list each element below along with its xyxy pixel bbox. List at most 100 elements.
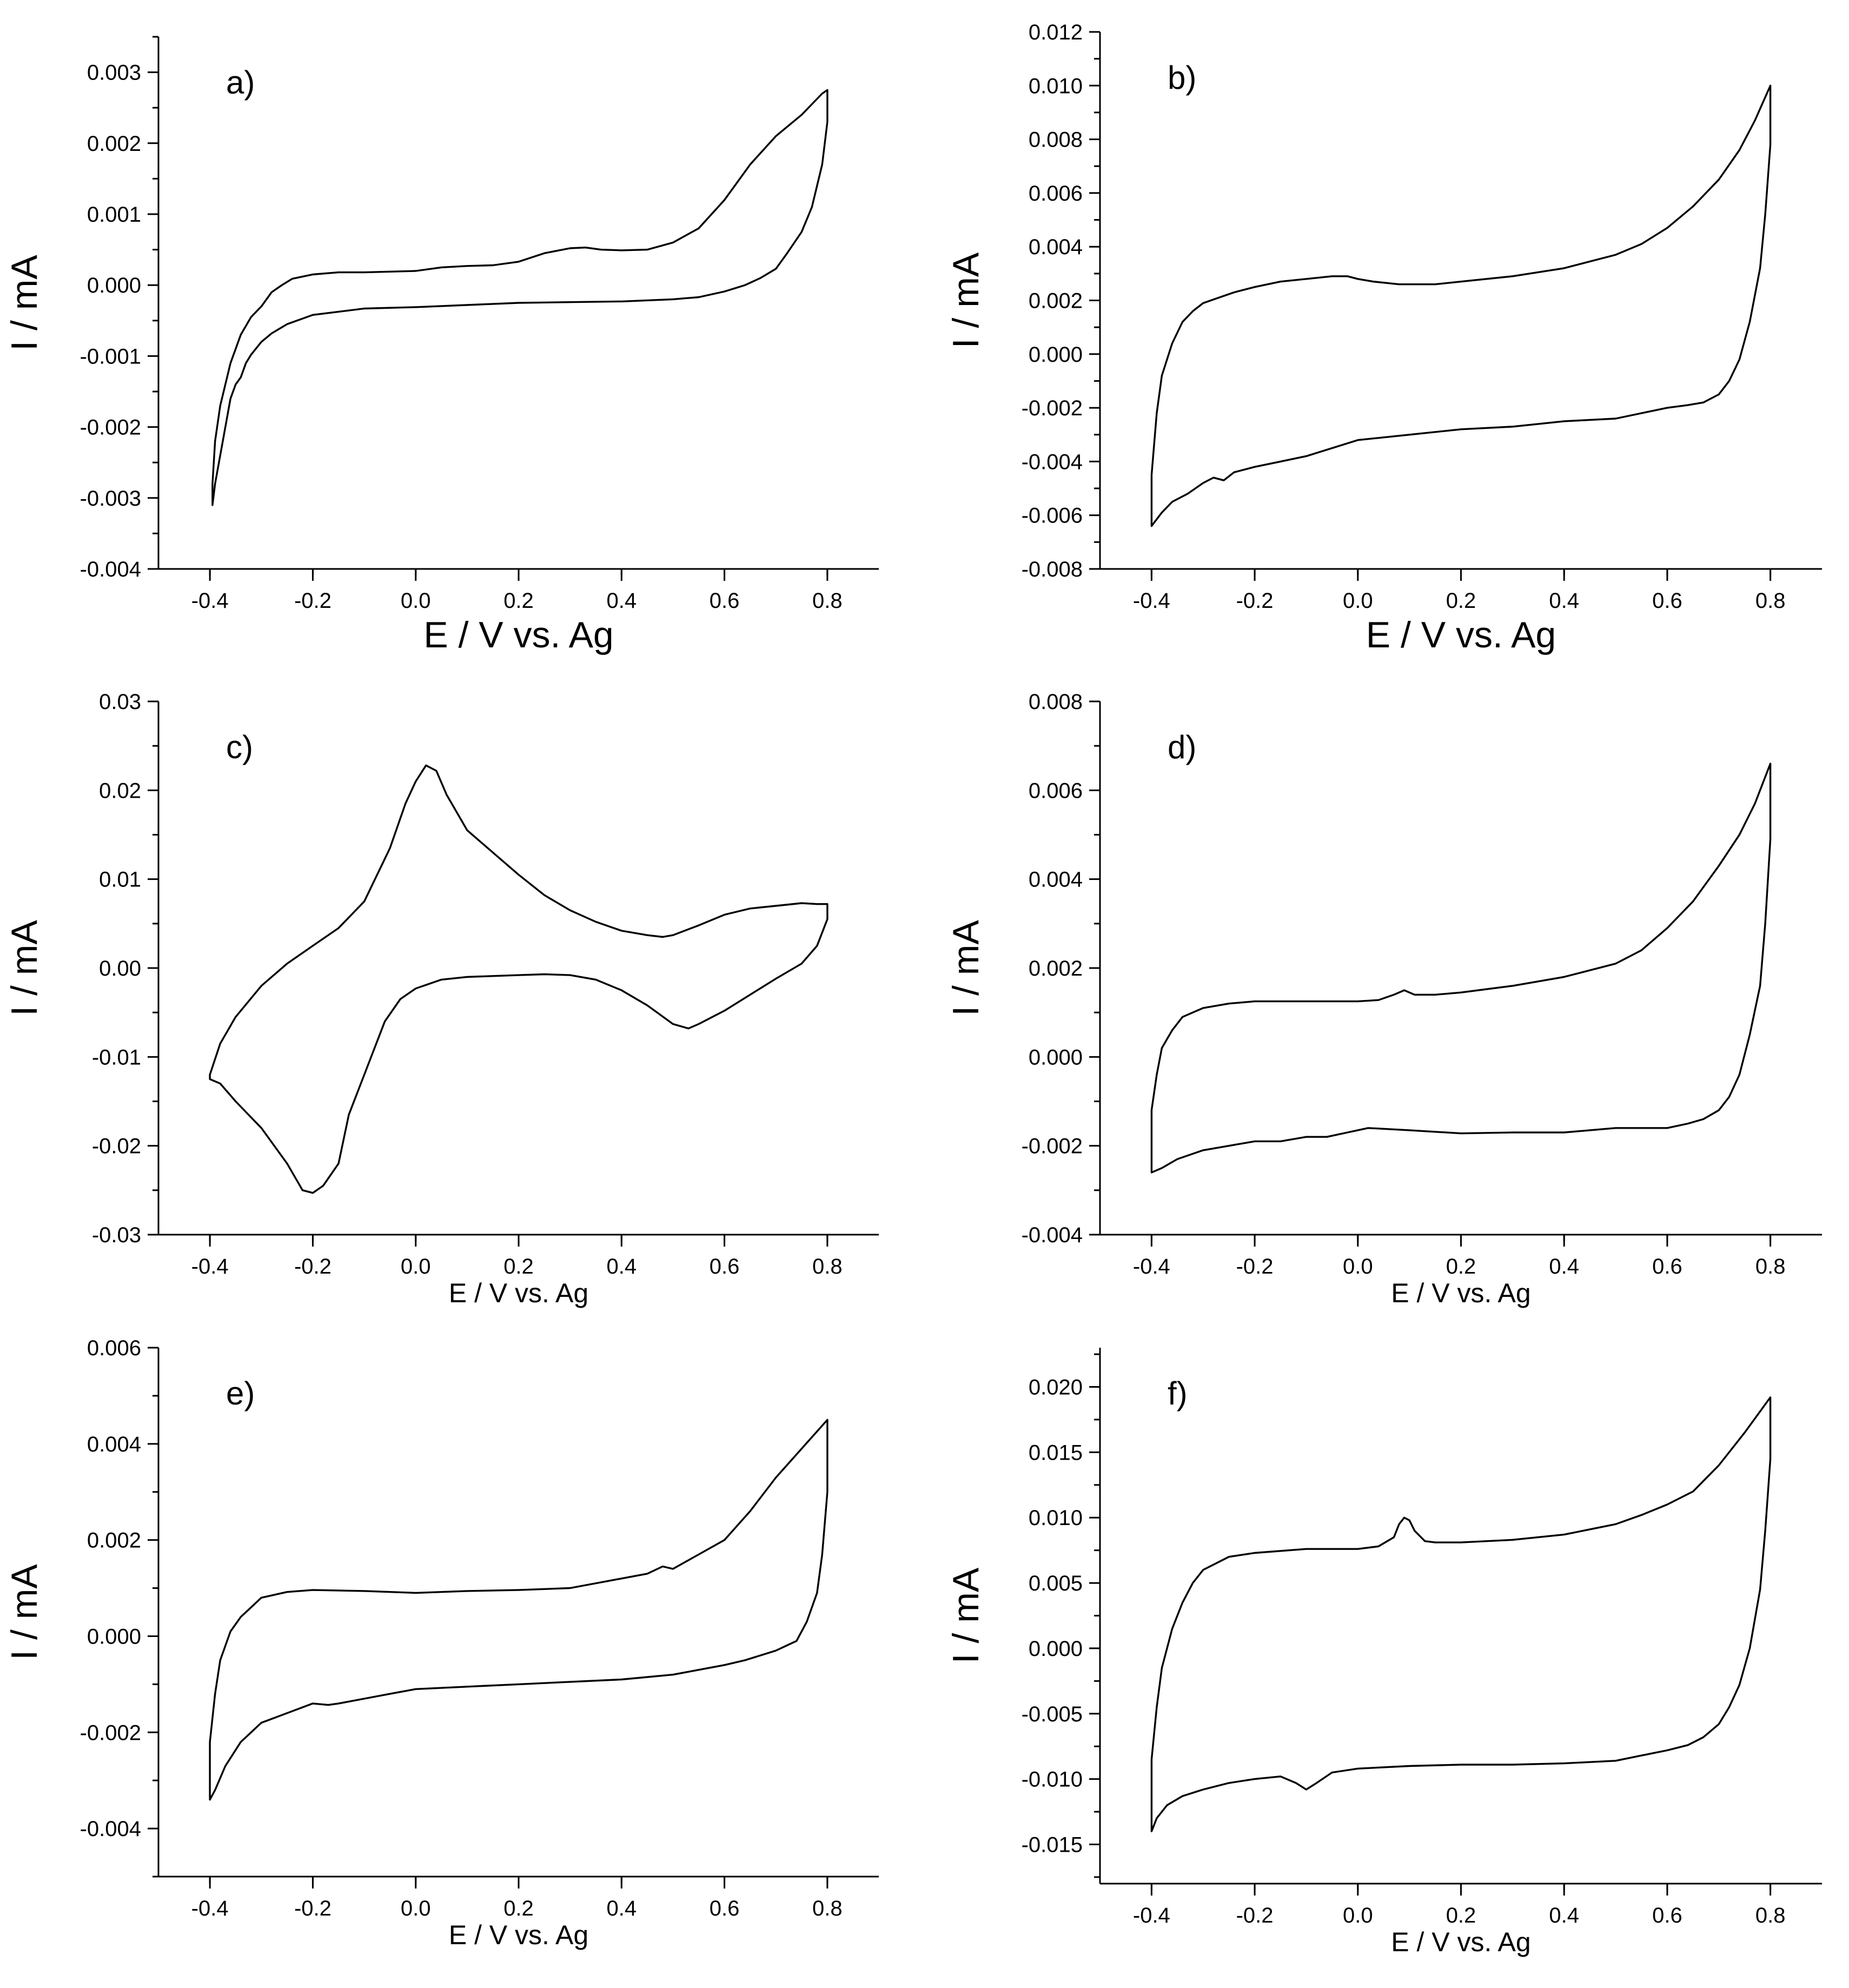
y-tick-label: -0.004 [80, 558, 141, 581]
y-tick-label: -0.010 [1022, 1768, 1083, 1792]
panel-label: e) [226, 1375, 255, 1412]
x-tick-label: 0.8 [1755, 1904, 1786, 1927]
x-tick-label: 0.0 [1343, 589, 1373, 613]
y-tick-label: 0.000 [1029, 343, 1083, 367]
x-tick-label: -0.2 [294, 1897, 332, 1920]
x-tick-label: 0.2 [1446, 1904, 1476, 1927]
x-tick-label: -0.2 [1236, 589, 1274, 613]
x-axis-title: E / V vs. Ag [449, 1920, 588, 1950]
cv-curve [211, 89, 829, 506]
x-tick-label: -0.4 [1133, 589, 1170, 613]
x-axis-title: E / V vs. Ag [423, 614, 614, 655]
cv-panel-d: -0.4 -0.2 0.0 0.2 0.4 0.6 0.8 -0.004 -0.002 0.000… [945, 690, 1822, 1308]
x-tick-label: -0.4 [191, 589, 229, 613]
panel-label: c) [226, 729, 253, 765]
y-tick-label: 0.012 [1029, 21, 1083, 44]
y-tick-label: 0.01 [99, 868, 141, 892]
y-tick-label: 0.006 [1029, 182, 1083, 206]
y-tick-label: -0.01 [92, 1045, 141, 1069]
y-tick-label: 0.008 [1029, 128, 1083, 152]
y-tick-label: -0.001 [80, 344, 141, 368]
x-tick-label: 0.4 [1549, 1904, 1579, 1927]
y-tick-label: 0.00 [99, 957, 141, 980]
x-tick-label: -0.2 [1236, 1255, 1274, 1278]
x-tick-label: 0.8 [812, 589, 843, 613]
x-tick-label: 0.4 [1549, 589, 1579, 613]
y-tick-label: -0.006 [1022, 504, 1083, 528]
y-tick-label: -0.005 [1022, 1702, 1083, 1726]
x-tick-label: 0.0 [401, 589, 431, 613]
cv-curve [1150, 763, 1772, 1174]
y-tick-label: -0.004 [1022, 450, 1083, 474]
y-tick-label: -0.02 [92, 1135, 141, 1158]
y-tick-label: 0.001 [87, 203, 141, 227]
cv-panel-f: -0.4 -0.2 0.0 0.2 0.4 0.6 0.8 -0.015 -0.010 -0.00… [945, 1348, 1822, 1957]
x-tick-label: -0.4 [1133, 1255, 1170, 1278]
y-tick-label: -0.002 [80, 1721, 141, 1745]
x-tick-label: 0.4 [606, 589, 637, 613]
y-tick-label: 0.02 [99, 779, 141, 803]
x-tick-label: 0.0 [1343, 1255, 1373, 1278]
y-tick-label: 0.002 [1029, 957, 1083, 980]
y-axis-title: I / mA [4, 1564, 45, 1660]
x-tick-label: -0.4 [191, 1255, 229, 1278]
x-tick-label: 0.6 [1652, 589, 1682, 613]
cv-panel-e: -0.4 -0.2 0.0 0.2 0.4 0.6 0.8 -0.004 -0.002 0.000… [4, 1336, 879, 1950]
x-tick-label: -0.4 [1133, 1904, 1170, 1927]
y-tick-label: 0.000 [1029, 1045, 1083, 1069]
x-tick-label: 0.8 [1755, 1255, 1786, 1278]
x-tick-label: 0.2 [503, 589, 534, 613]
x-tick-label: 0.2 [1446, 1255, 1476, 1278]
y-axis-title: I / mA [945, 1567, 986, 1664]
y-tick-label: -0.015 [1022, 1833, 1083, 1857]
y-tick-label: 0.008 [1029, 690, 1083, 714]
y-tick-label: 0.000 [87, 274, 141, 297]
x-tick-label: 0.6 [1652, 1904, 1682, 1927]
y-tick-label: -0.004 [80, 1817, 141, 1841]
y-tick-label: 0.006 [87, 1336, 141, 1360]
y-tick-label: 0.020 [1029, 1376, 1083, 1400]
x-tick-label: 0.8 [1755, 589, 1786, 613]
y-axis-title: I / mA [945, 252, 986, 348]
x-tick-label: 0.8 [812, 1897, 843, 1920]
x-tick-label: -0.4 [191, 1897, 229, 1920]
x-tick-label: 0.2 [503, 1255, 534, 1278]
y-axis-title: I / mA [945, 920, 986, 1016]
y-tick-label: 0.015 [1029, 1441, 1083, 1465]
y-tick-label: 0.010 [1029, 74, 1083, 98]
y-tick-label: 0.002 [87, 132, 141, 156]
x-tick-label: 0.4 [606, 1255, 637, 1278]
x-tick-label: 0.6 [710, 589, 740, 613]
y-tick-label: 0.010 [1029, 1506, 1083, 1530]
x-tick-label: 0.4 [1549, 1255, 1579, 1278]
cv-curve [209, 1419, 829, 1801]
y-tick-label: -0.002 [1022, 396, 1083, 420]
y-tick-label: -0.003 [80, 487, 141, 511]
x-tick-label: 0.0 [401, 1255, 431, 1278]
y-tick-label: 0.004 [1029, 868, 1083, 892]
x-axis-title: E / V vs. Ag [1391, 1278, 1530, 1308]
x-tick-label: 0.4 [606, 1897, 637, 1920]
x-tick-label: 0.2 [1446, 589, 1476, 613]
y-axis-title: I / mA [4, 255, 45, 351]
y-tick-label: 0.004 [87, 1433, 141, 1456]
panel-label: f) [1168, 1375, 1188, 1412]
panel-label: d) [1168, 729, 1196, 765]
y-tick-label: 0.005 [1029, 1572, 1083, 1595]
y-tick-label: -0.03 [92, 1223, 141, 1247]
y-tick-label: -0.008 [1022, 558, 1083, 581]
y-tick-label: 0.000 [87, 1625, 141, 1648]
y-axis-title: I / mA [4, 920, 45, 1016]
x-tick-label: -0.2 [294, 1255, 332, 1278]
x-axis-title: E / V vs. Ag [1391, 1927, 1530, 1957]
cv-panel-b: -0.4 -0.2 0.0 0.2 0.4 0.6 0.8 -0.008 -0.006 -0.00… [945, 21, 1822, 655]
y-tick-label: 0.003 [87, 61, 141, 85]
x-tick-label: 0.6 [710, 1255, 740, 1278]
x-tick-label: 0.6 [710, 1897, 740, 1920]
cv-curve [209, 764, 829, 1194]
x-tick-label: -0.2 [1236, 1904, 1274, 1927]
y-tick-label: 0.000 [1029, 1637, 1083, 1661]
x-tick-label: 0.0 [401, 1897, 431, 1920]
x-tick-label: 0.0 [1343, 1904, 1373, 1927]
